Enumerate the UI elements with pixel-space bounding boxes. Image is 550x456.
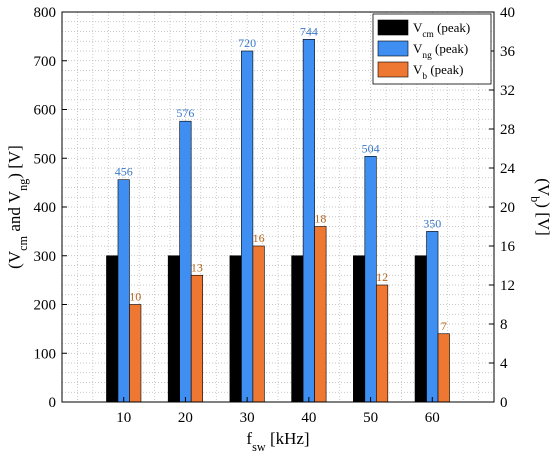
bar	[229, 255, 242, 403]
y-right-tick-label: 40	[500, 5, 515, 21]
bar	[179, 120, 192, 403]
data-label: 456	[115, 165, 133, 179]
y-right-tick-label: 28	[500, 122, 515, 138]
y-right-tick-label: 0	[500, 395, 508, 411]
y-right-tick-label: 4	[500, 356, 508, 372]
y-right-tick-label: 24	[500, 161, 516, 177]
data-label: 10	[129, 290, 141, 304]
axis-titles: fsw [kHz] (Vcm and Vng) [V] (Vb) [V]	[5, 145, 550, 454]
x-tick-label: 10	[116, 410, 131, 426]
bar	[117, 179, 130, 403]
legend-label: Vcm (peak)	[413, 20, 470, 40]
data-label: 744	[300, 24, 318, 38]
data-labels: 456 576 720 744 504 350 10 13 16 18 12 7	[115, 24, 447, 332]
y-left-tick-label: 800	[34, 5, 57, 21]
bar	[241, 50, 254, 403]
y-right-tick-label: 12	[500, 278, 515, 294]
bar	[426, 231, 439, 403]
y-left-tick-label: 100	[34, 346, 57, 362]
data-label: 12	[376, 270, 388, 284]
y-left-tick-label: 400	[34, 200, 57, 216]
y-right-tick-label: 16	[500, 239, 516, 255]
y-left-axis-title: (Vcm and Vng) [V]	[5, 145, 30, 269]
data-label: 16	[253, 231, 265, 245]
legend-swatch	[377, 19, 409, 36]
bar	[190, 274, 203, 403]
y-left-tick-label: 0	[49, 395, 57, 411]
data-label: 7	[441, 319, 447, 333]
x-tick-label: 20	[178, 410, 193, 426]
bar	[314, 226, 327, 403]
y-right-tick-label: 36	[500, 44, 516, 60]
y-left-tick-label: 600	[34, 103, 57, 119]
y-right-axis-title: (Vb) [V]	[528, 178, 550, 236]
y-left-tick-label: 700	[34, 54, 57, 70]
bar	[129, 304, 142, 403]
bar	[353, 255, 366, 403]
data-label: 576	[176, 106, 194, 120]
y-right-tick-label: 8	[500, 317, 508, 333]
x-tick-label: 30	[240, 410, 255, 426]
y-right-tick-label: 20	[500, 200, 515, 216]
bar	[437, 333, 450, 403]
legend-swatch	[377, 61, 409, 78]
x-axis-title: fsw [kHz]	[246, 429, 309, 454]
bar	[167, 255, 180, 403]
bar	[252, 245, 265, 403]
bars	[106, 38, 450, 403]
legend-label: Vng (peak)	[413, 41, 468, 61]
data-label: 720	[238, 36, 256, 50]
data-label: 18	[314, 212, 326, 226]
x-tick-label: 50	[363, 410, 378, 426]
bar	[106, 255, 119, 403]
bar	[364, 156, 377, 403]
data-label: 13	[191, 260, 203, 274]
bar	[302, 38, 315, 403]
y-left-tick-label: 300	[34, 249, 57, 265]
axis-ticks: 0 100 200 300 400 500 600 700 800 0 4 8 12 16 20 24 28 32…	[34, 5, 516, 426]
legend: Vcm (peak)Vng (peak)Vb (peak)	[372, 13, 492, 85]
y-right-tick-label: 32	[500, 83, 515, 99]
data-label: 504	[362, 141, 380, 155]
x-tick-label: 40	[301, 410, 316, 426]
legend-label: Vb (peak)	[413, 62, 464, 82]
y-left-tick-label: 500	[34, 151, 57, 167]
bar	[414, 255, 427, 403]
bar	[291, 255, 304, 403]
y-left-tick-label: 200	[34, 298, 57, 314]
x-tick-label: 60	[425, 410, 440, 426]
bar	[376, 284, 389, 403]
legend-swatch	[377, 40, 409, 57]
data-label: 350	[423, 216, 441, 230]
